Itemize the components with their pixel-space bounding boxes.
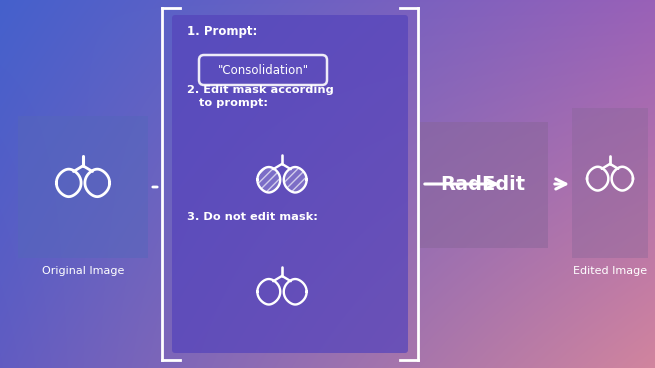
Text: "Consolidation": "Consolidation" — [217, 64, 309, 77]
Text: Original Image: Original Image — [42, 266, 124, 276]
Text: 2. Edit mask according
   to prompt:: 2. Edit mask according to prompt: — [187, 85, 334, 108]
FancyBboxPatch shape — [18, 116, 148, 258]
Text: 3. Do not edit mask:: 3. Do not edit mask: — [187, 212, 318, 222]
Text: Edited Image: Edited Image — [573, 266, 647, 276]
FancyBboxPatch shape — [572, 108, 648, 258]
Text: RadEdit: RadEdit — [440, 176, 525, 195]
FancyBboxPatch shape — [172, 15, 408, 353]
Text: 1. Prompt:: 1. Prompt: — [187, 25, 257, 38]
Polygon shape — [284, 167, 307, 192]
FancyBboxPatch shape — [418, 122, 548, 248]
Polygon shape — [257, 167, 280, 192]
